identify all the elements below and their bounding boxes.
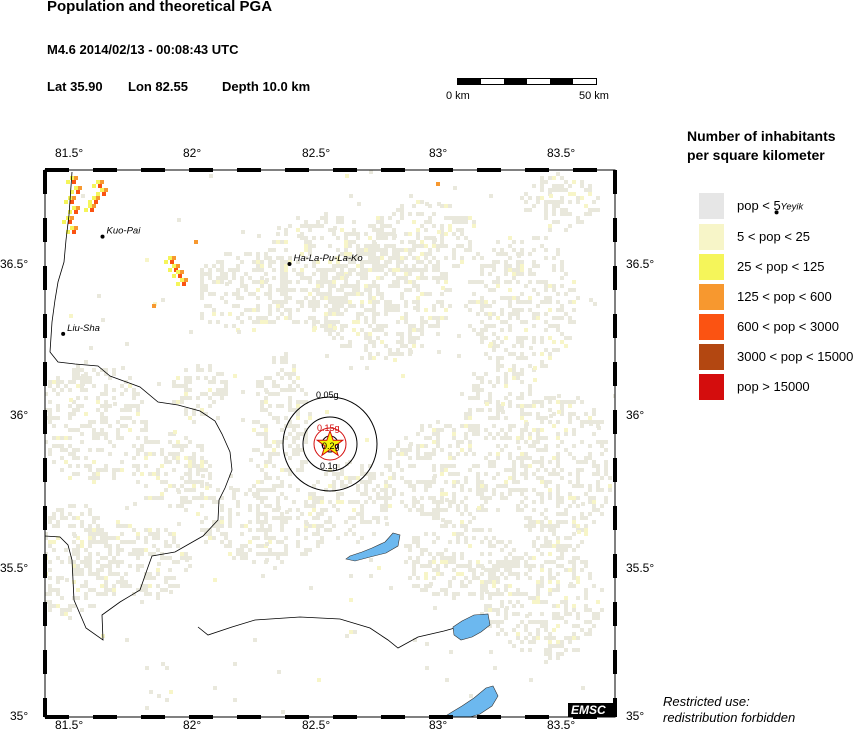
x-tick-label-top-1: 81.5° — [55, 146, 84, 160]
legend-swatch — [699, 314, 724, 340]
pga-label-015: 0.15g — [317, 423, 340, 433]
legend-label: 5 < pop < 25 — [737, 229, 811, 244]
x-tick-label-top-5: 83.5° — [547, 146, 576, 160]
legend-label: 600 < pop < 3000 — [737, 319, 839, 334]
place-label: Kuo-Pai — [107, 226, 142, 237]
place-marker-icon — [774, 210, 779, 215]
lake-east — [345, 532, 401, 562]
note-line2: redistribution forbidden — [663, 710, 796, 725]
y-tick-label-right-2: 36° — [626, 408, 645, 422]
place-marker-icon — [61, 331, 66, 336]
x-tick-label-bottom-3: 82.5° — [302, 718, 331, 732]
x-tick-label-bottom-4: 83° — [429, 718, 448, 732]
place-label: Yeyik — [781, 201, 805, 212]
x-tick-label-bottom-1: 81.5° — [55, 718, 84, 732]
pga-label-02: 0.2g — [322, 441, 340, 451]
lake-south — [443, 685, 499, 717]
place-marker-icon — [287, 262, 292, 266]
x-tick-label-top-2: 82° — [183, 146, 202, 160]
legend-title: Number of inhabitants per square kilomet… — [687, 127, 836, 165]
population-density-layer — [45, 170, 615, 714]
legend-title-line1: Number of inhabitants — [687, 128, 836, 144]
note-line1: Restricted use: — [663, 694, 750, 709]
legend-label: pop > 15000 — [737, 379, 810, 394]
pga-label-01: 0.1g — [320, 461, 338, 471]
legend-swatch — [699, 224, 724, 250]
map-frame-ticks — [43, 168, 617, 719]
scale-bar — [457, 78, 597, 85]
border-line-north — [45, 171, 233, 641]
border-line-south — [197, 616, 463, 649]
legend-swatch — [699, 193, 724, 219]
y-tick-label-right-3: 35.5° — [626, 561, 655, 575]
pga-contours: 0.05g 0.15g 0.2g 0.1g — [282, 390, 378, 492]
places-layer: Kuo-PaiNurlanggarHa-La-Pu-La-KoYeyikAi-L… — [61, 201, 805, 336]
y-tick-label-left-1: 36.5° — [0, 257, 29, 271]
emsc-badge-text: EMSC — [571, 703, 606, 717]
pga-ring-015 — [313, 427, 347, 461]
legend-label: 25 < pop < 125 — [737, 259, 825, 274]
longitude-value: Lon 82.55 — [128, 79, 188, 94]
legend-swatch — [699, 374, 724, 400]
legend-label: 3000 < pop < 15000 — [737, 349, 854, 364]
y-tick-label-left-3: 35.5° — [0, 561, 29, 575]
x-tick-label-bottom-5: 83.5° — [547, 718, 576, 732]
place-label: Ha-La-Pu-La-Ko — [293, 253, 362, 264]
place-label: Liu-Sha — [67, 323, 100, 334]
latitude-value: Lat 35.90 — [47, 79, 103, 94]
scale-end-label: 50 km — [579, 90, 609, 102]
legend-label: 125 < pop < 600 — [737, 289, 832, 304]
depth-value: Depth 10.0 km — [222, 79, 311, 94]
map-title: Population and theoretical PGA — [47, 0, 273, 15]
lake-southeast — [452, 613, 491, 641]
x-tick-label-bottom-2: 82° — [183, 718, 202, 732]
legend-title-line2: per square kilometer — [687, 147, 825, 163]
pga-ring-01 — [302, 416, 358, 472]
y-tick-label-right-1: 36.5° — [626, 257, 655, 271]
x-tick-label-top-4: 83° — [429, 146, 448, 160]
y-tick-label-left-4: 35° — [10, 709, 29, 723]
place-marker-icon — [100, 234, 105, 239]
legend-label: pop < 5 — [737, 198, 781, 213]
y-tick-label-right-4: 35° — [626, 709, 645, 723]
epicenter-star-icon — [315, 429, 345, 457]
legend-swatch — [699, 284, 724, 310]
legend-swatch — [699, 344, 724, 370]
pga-label-005: 0.05g — [316, 390, 339, 400]
map-frame — [44, 169, 616, 718]
legend-swatch — [699, 254, 724, 280]
emsc-badge — [568, 703, 614, 717]
restricted-use-note: Restricted use: redistribution forbidden — [663, 694, 795, 726]
scale-start-label: 0 km — [446, 90, 470, 102]
pga-ring-005 — [282, 396, 378, 492]
x-tick-label-top-3: 82.5° — [302, 146, 331, 160]
y-tick-label-left-2: 36° — [10, 408, 29, 422]
event-info: M4.6 2014/02/13 - 00:08:43 UTC — [47, 42, 239, 57]
